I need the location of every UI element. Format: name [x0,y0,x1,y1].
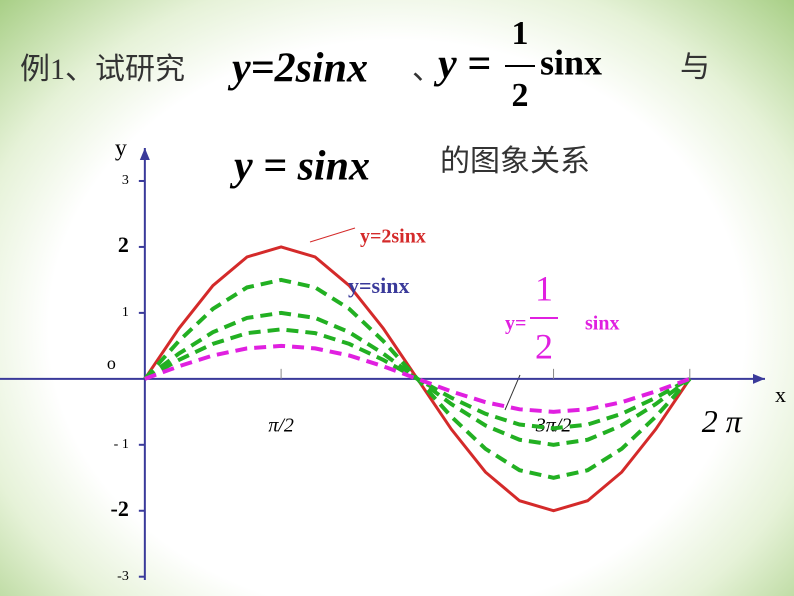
title-eq2-den: 2 [512,77,529,114]
y-tick-label: - 1 [114,437,129,452]
y-tick-label: 1 [122,305,129,320]
y-tick-label: 3 [122,173,129,188]
series-label: y=sinx [348,273,409,298]
title-suffix: 的图象关系 [440,145,590,178]
y-arrow [139,148,150,160]
series-label: 1 [535,268,553,308]
title-eq3: y = sinx [229,144,370,190]
x-tick-label: π/2 [268,414,294,436]
y-tick-label: -2 [111,496,129,521]
title-eq1: y=2sinx [227,46,368,92]
x-axis-label: x [775,382,786,407]
title-eq2-rhs: sinx [540,42,602,82]
y-tick-label: 2 [118,232,129,257]
series-label: sinx [585,313,619,335]
y-axis-label: y [115,136,127,162]
series-label: 2 [535,326,553,366]
series-label: y= [505,313,526,335]
leader-line [309,227,356,243]
curve [144,343,691,414]
x-arrow [753,373,765,384]
curve [143,327,691,431]
x-tick-label: 3π/2 [535,414,572,436]
title-eq2-lhs: y = [433,42,491,88]
title-eq2-num: 1 [512,15,529,52]
y-tick-label: -3 [117,569,129,584]
x-tick-label: 2 π [702,403,743,439]
title-sep: 、 [412,53,442,86]
leader-line [504,374,521,411]
title-conj: 与 [680,51,710,84]
title-prefix: 例1、试研究 [20,53,185,86]
origin-label: o [107,353,116,373]
series-label: y=2sinx [360,226,426,248]
